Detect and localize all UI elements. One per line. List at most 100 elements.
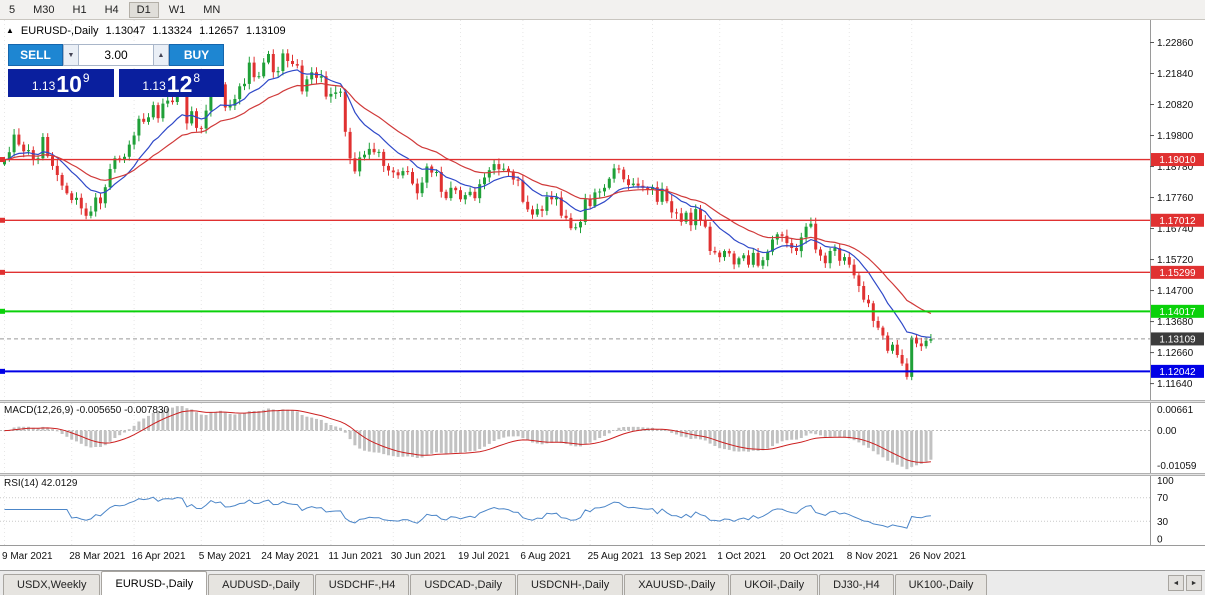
svg-text:70: 70 — [1157, 493, 1169, 504]
date-label: 8 Nov 2021 — [846, 551, 898, 562]
timeframe-button-5[interactable]: 5 — [1, 2, 23, 18]
svg-text:1.20820: 1.20820 — [1157, 100, 1194, 111]
sell-price-big: 10 — [56, 71, 82, 98]
svg-text:1.12660: 1.12660 — [1157, 348, 1194, 359]
chart-tab-bar: USDX,Weekly EURUSD-,Daily AUDUSD-,Daily USD… — [0, 570, 1205, 595]
timeframe-button-H1[interactable]: H1 — [65, 2, 95, 18]
svg-text:1.19010: 1.19010 — [1159, 155, 1196, 166]
price-badge — [1151, 364, 1204, 378]
svg-text:0.00: 0.00 — [1157, 426, 1177, 437]
sell-button[interactable]: SELL — [8, 44, 63, 66]
svg-text:1.19800: 1.19800 — [1157, 131, 1194, 142]
panel-splitter[interactable] — [0, 473, 1205, 476]
svg-text:30: 30 — [1157, 517, 1169, 528]
timeframe-button-MN[interactable]: MN — [195, 2, 228, 18]
svg-text:1.13109: 1.13109 — [1159, 334, 1196, 345]
timeframe-button-M30[interactable]: M30 — [25, 2, 62, 18]
timeframe-button-D1[interactable]: D1 — [128, 1, 159, 18]
svg-text:1.14700: 1.14700 — [1157, 286, 1194, 297]
svg-text:1.11640: 1.11640 — [1157, 379, 1193, 390]
svg-text:1.16740: 1.16740 — [1157, 224, 1194, 235]
date-label: 11 Jun 2021 — [328, 551, 383, 562]
date-label: 19 Jul 2021 — [458, 551, 510, 562]
chart-tab[interactable]: AUDUSD-,Daily — [208, 574, 314, 595]
price-badge — [1151, 213, 1204, 227]
timeframe-toolbar: 5 M30 H1 H4 D1 W1 MN — [0, 0, 1205, 20]
chart-tab[interactable]: USDCAD-,Daily — [410, 574, 516, 595]
timeframe-button-H4[interactable]: H4 — [97, 2, 127, 18]
chart-tab[interactable]: USDCNH-,Daily — [516, 574, 624, 595]
chart-tab[interactable]: UK100-,Daily — [894, 574, 988, 595]
date-label: 26 Nov 2021 — [909, 551, 966, 562]
buy-price-display[interactable]: 1.13 12 8 — [118, 69, 224, 98]
price-badge — [1151, 265, 1204, 279]
date-label: 16 Apr 2021 — [131, 551, 186, 562]
time-axis: 9 Mar 2021 28 Mar 2021 16 Apr 2021 5 May 20… — [0, 545, 1205, 570]
date-label: 9 Mar 2021 — [2, 551, 53, 562]
svg-text:1.12042: 1.12042 — [1159, 367, 1196, 378]
buy-price-prefix: 1.13 — [142, 79, 166, 93]
sell-price-display[interactable]: 1.13 10 9 — [8, 69, 114, 97]
date-label: 20 Oct 2021 — [779, 551, 835, 562]
macd-histogram — [3, 406, 933, 470]
buy-price-big: 12 — [166, 71, 193, 98]
chart-tab[interactable]: USDCHF-,H4 — [314, 574, 410, 595]
macd-panel-wrap: 0.00661 0.00 -0.01059 MACD(12,26,9) -0.005… — [0, 403, 1205, 473]
bid-price-badge — [1151, 332, 1204, 346]
tab-scroll-buttons: ◄ ► — [1168, 575, 1202, 591]
svg-text:1.21840: 1.21840 — [1157, 69, 1194, 80]
volume-input[interactable] — [79, 44, 153, 66]
tabs-scroll-right-button[interactable]: ► — [1186, 575, 1202, 591]
chart-tab[interactable]: UKOil-,Daily — [730, 574, 819, 595]
macd-signal-line — [4, 409, 931, 463]
svg-text:0: 0 — [1157, 535, 1163, 546]
date-label: 28 Mar 2021 — [69, 551, 126, 562]
svg-text:1.17760: 1.17760 — [1157, 193, 1194, 204]
chart-tab[interactable]: EURUSD-,Daily — [101, 571, 208, 595]
date-label: 24 May 2021 — [261, 551, 320, 562]
sell-price-pipette: 9 — [82, 71, 90, 85]
chart-window: 1.22860 1.21840 1.20820 1.19800 1.18780 1.177… — [0, 20, 1205, 570]
svg-text:-0.01059: -0.01059 — [1157, 461, 1197, 472]
panel-splitter[interactable] — [0, 400, 1205, 403]
svg-text:1.15720: 1.15720 — [1157, 255, 1194, 266]
rsi-line — [4, 496, 931, 529]
price-axis: 1.22860 1.21840 1.20820 1.19800 1.18780 1.177… — [1150, 38, 1194, 390]
date-label: 5 May 2021 — [198, 551, 252, 562]
svg-text:1.18780: 1.18780 — [1157, 162, 1194, 173]
date-label: 1 Oct 2021 — [717, 551, 767, 562]
date-label: 6 Aug 2021 — [520, 551, 571, 562]
date-label: 30 Jun 2021 — [390, 551, 446, 562]
buy-price-pipette: 8 — [193, 71, 201, 85]
svg-text:100: 100 — [1157, 476, 1174, 487]
rsi-panel-wrap: 100 70 30 0 RSI(14) 42.0129 — [0, 476, 1205, 545]
tabs-scroll-left-button[interactable]: ◄ — [1168, 575, 1184, 591]
ma-slow-line — [4, 82, 932, 315]
chart-tab[interactable]: USDX,Weekly — [3, 574, 101, 595]
timeframe-button-W1[interactable]: W1 — [161, 2, 194, 18]
svg-text:1.17012: 1.17012 — [1159, 216, 1196, 227]
svg-text:1.14017: 1.14017 — [1159, 307, 1196, 318]
price-badge — [1151, 304, 1204, 318]
chart-tab[interactable]: DJ30-,H4 — [819, 574, 894, 595]
chart-tabs: USDX,Weekly EURUSD-,Daily AUDUSD-,Daily USD… — [0, 571, 988, 595]
volume-decrease-button[interactable]: ▼ — [63, 44, 79, 66]
svg-text:1.13680: 1.13680 — [1157, 317, 1194, 328]
volume-increase-button[interactable]: ▲ — [153, 44, 169, 66]
date-label: 25 Aug 2021 — [587, 551, 644, 562]
price-badge — [1151, 153, 1204, 167]
sell-price-prefix: 1.13 — [31, 79, 56, 93]
svg-text:0.00661: 0.00661 — [1157, 405, 1194, 416]
svg-text:1.15299: 1.15299 — [1159, 268, 1196, 279]
price-chart[interactable]: 1.22860 1.21840 1.20820 1.19800 1.18780 1.177… — [0, 20, 1205, 400]
svg-text:1.22860: 1.22860 — [1157, 38, 1194, 49]
grid-layer — [4, 20, 913, 400]
chart-tab[interactable]: XAUUSD-,Daily — [624, 574, 730, 595]
macd-panel[interactable]: 0.00661 0.00 -0.01059 — [0, 403, 1205, 473]
ma-fast-line — [4, 69, 931, 338]
rsi-panel[interactable]: 100 70 30 0 — [0, 476, 1205, 545]
candles-layer — [3, 49, 933, 381]
buy-button[interactable]: BUY — [169, 44, 224, 66]
